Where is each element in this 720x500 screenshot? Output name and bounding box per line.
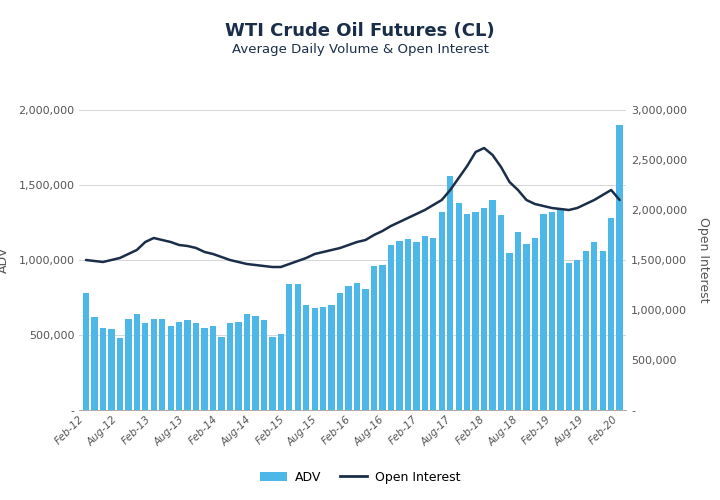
Bar xyxy=(227,323,233,410)
Bar xyxy=(405,239,411,410)
Bar xyxy=(447,176,454,410)
Bar xyxy=(464,214,470,410)
Bar xyxy=(591,242,598,410)
Bar xyxy=(422,236,428,410)
Bar xyxy=(328,305,335,410)
Bar xyxy=(490,200,496,410)
Text: Average Daily Volume & Open Interest: Average Daily Volume & Open Interest xyxy=(232,42,488,56)
Bar xyxy=(506,252,513,410)
Bar xyxy=(235,322,242,410)
Bar xyxy=(125,318,132,410)
Bar xyxy=(108,329,114,410)
Bar xyxy=(83,293,89,410)
Bar xyxy=(346,286,352,410)
Bar xyxy=(413,242,420,410)
Bar xyxy=(362,288,369,410)
Bar xyxy=(388,245,394,410)
Bar xyxy=(210,326,216,410)
Bar xyxy=(303,305,310,410)
Bar xyxy=(91,317,98,410)
Bar xyxy=(184,320,191,410)
Bar xyxy=(202,328,208,410)
Bar xyxy=(608,218,614,410)
Bar xyxy=(278,334,284,410)
Bar xyxy=(523,244,530,410)
Bar xyxy=(549,212,555,410)
Bar xyxy=(218,336,225,410)
Bar xyxy=(150,318,157,410)
Bar xyxy=(481,208,487,410)
Bar xyxy=(320,306,326,410)
Y-axis label: ADV: ADV xyxy=(0,247,10,273)
Bar xyxy=(574,260,580,410)
Bar xyxy=(117,338,123,410)
Bar xyxy=(379,264,386,410)
Bar xyxy=(371,266,377,410)
Bar xyxy=(269,336,276,410)
Bar xyxy=(176,322,182,410)
Bar xyxy=(312,308,318,410)
Bar xyxy=(472,212,479,410)
Legend: ADV, Open Interest: ADV, Open Interest xyxy=(255,466,465,489)
Bar xyxy=(294,284,301,410)
Bar xyxy=(515,232,521,410)
Bar xyxy=(600,251,606,410)
Bar xyxy=(168,326,174,410)
Bar xyxy=(456,203,462,410)
Bar xyxy=(193,323,199,410)
Bar xyxy=(540,214,546,410)
Bar xyxy=(557,208,564,410)
Bar xyxy=(286,284,292,410)
Bar xyxy=(430,238,436,410)
Bar xyxy=(134,314,140,410)
Bar xyxy=(100,328,106,410)
Bar xyxy=(354,282,360,410)
Bar xyxy=(566,263,572,410)
Bar xyxy=(142,323,148,410)
Bar xyxy=(261,320,267,410)
Bar xyxy=(438,212,445,410)
Bar xyxy=(498,215,504,410)
Bar xyxy=(244,314,250,410)
Bar xyxy=(396,240,402,410)
Bar xyxy=(616,125,623,410)
Text: WTI Crude Oil Futures (CL): WTI Crude Oil Futures (CL) xyxy=(225,22,495,40)
Bar xyxy=(532,238,538,410)
Bar xyxy=(337,293,343,410)
Bar xyxy=(159,318,166,410)
Y-axis label: Open Interest: Open Interest xyxy=(697,217,710,302)
Bar xyxy=(582,251,589,410)
Bar xyxy=(252,316,258,410)
